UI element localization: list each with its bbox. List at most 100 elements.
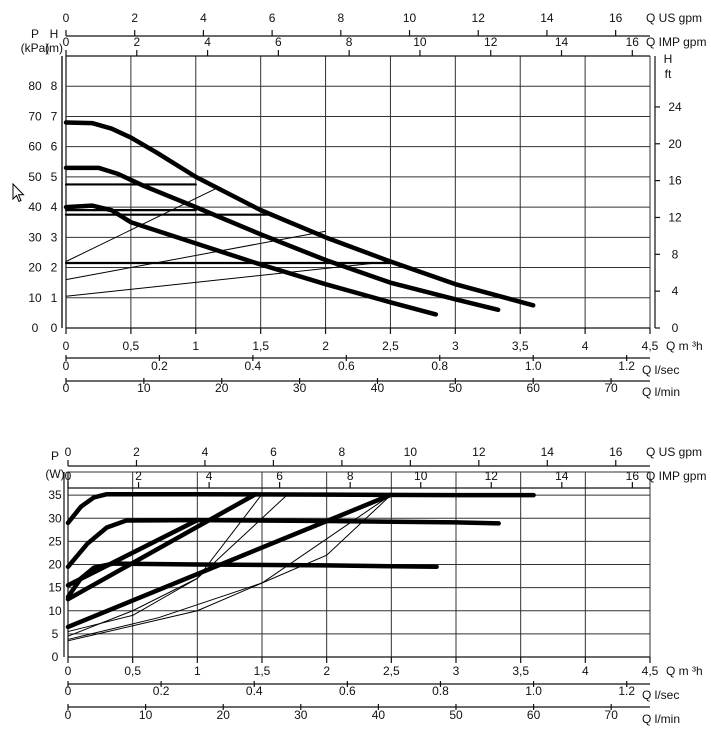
top-axis-tick-label: 14 [541,445,555,459]
bottom-axis-tick-label: 40 [372,708,386,722]
series-line-thick [65,517,200,588]
bottom-axis-tick-label: 50 [449,708,463,722]
left-axis-tick-label: 2 [51,261,58,275]
bottom-axis-tick-label: 2 [322,339,329,353]
top-axis-tick-label: 16 [626,35,640,49]
right-axis-tick-label: 24 [668,100,682,114]
top-axis-title: Q US gpm [646,445,702,459]
left-axis-tick-label: 3 [51,230,58,244]
left-axis-tick-label: 70 [28,109,42,123]
bottom-axis-tick-label: 4,5 [642,339,659,353]
top-axis-tick-label: 2 [135,469,142,483]
top-axis-tick-label: 2 [133,35,140,49]
bottom-axis-tick-label: 3 [453,664,460,678]
bottom-axis-tick-label: 0.6 [338,359,355,373]
top-axis-tick-label: 6 [276,469,283,483]
top-axis-tick-label: 0 [65,469,72,483]
series-line-thick [65,492,394,630]
left-axis-tick-label: 0 [32,321,39,335]
bottom-axis-tick-label: 70 [605,708,619,722]
right-axis-tick-label: 16 [668,174,682,188]
top-axis-tick-label: 0 [63,35,70,49]
bottom-axis-tick-label: 0.2 [151,359,168,373]
top-axis-tick-label: 4 [200,11,207,25]
top-axis-tick-label: 10 [403,11,417,25]
top-axis-tick-label: 2 [133,445,140,459]
bottom-axis-tick-label: 2,5 [383,664,400,678]
mouse-pointer-icon [12,182,26,208]
bottom-axis-tick-label: 2 [323,664,330,678]
left-axis-tick-label: 20 [28,261,42,275]
right-axis-tick-label: 4 [672,284,679,298]
top-axis-tick-label: 12 [472,445,486,459]
bottom-axis-tick-label: 1.0 [525,684,542,698]
bottom-axis-tick-label: 1.2 [618,359,635,373]
top-axis-tick-label: 8 [337,11,344,25]
bottom-axis-tick-label: 1.0 [525,359,542,373]
series-line-thin [65,261,391,297]
top-axis-tick-label: 8 [347,469,354,483]
top-axis-tick-label: 10 [404,445,418,459]
left-axis-tick-label: 8 [51,79,58,93]
top-axis-tick-label: 0 [65,445,72,459]
top-axis-tick-label: 4 [204,35,211,49]
left-axis-tick-label: 30 [48,511,62,525]
left-axis-tick-label: 30 [28,230,42,244]
left-axis-tick-label: 10 [28,291,42,305]
right-axis-tick-label: 20 [668,137,682,151]
bottom-axis-tick-label: 3,5 [512,664,529,678]
series-line-thick [65,517,501,570]
bottom-axis-tick-label: 0,5 [124,664,141,678]
series-line-thin [65,230,326,281]
top-axis-tick-label: 12 [472,11,486,25]
bottom-axis-tick-label: 30 [294,708,308,722]
left-axis-tick-label: 25 [48,534,62,548]
bottom-axis-tick-label: 10 [137,381,151,395]
series-line-thick [65,491,536,526]
top-axis-tick-label: 6 [269,11,276,25]
bottom-axis-tick-label: 40 [371,381,385,395]
bottom-axis-tick-label: 0.8 [431,359,448,373]
bottom-axis-tick-label: 3 [452,339,459,353]
left-axis-tick-label: 60 [28,140,42,154]
bottom-axis-title: Q m ³h [666,664,703,678]
bottom-axis-tick-label: 0,5 [123,339,140,353]
bottom-axis-tick-label: 2,5 [382,339,399,353]
top-axis-tick-label: 0 [63,11,70,25]
left-axis-tick-label: 5 [51,170,58,184]
left-axis-title: H [50,27,59,41]
left-axis-tick-label: 0 [52,650,59,664]
right-axis-tick-label: 12 [668,210,682,224]
bottom-axis-tick-label: 1.2 [618,684,635,698]
top-axis-tick-label: 4 [202,445,209,459]
bottom-axis-tick-label: 1,5 [252,339,269,353]
top-axis-tick-label: 10 [414,469,428,483]
left-axis-tick-label: 50 [28,170,42,184]
bottom-axis-tick-label: 1 [194,664,201,678]
top-axis-tick-label: 12 [484,35,498,49]
left-axis-tick-label: 10 [48,604,62,618]
top-axis-tick-label: 8 [339,445,346,459]
top-axis-title: Q US gpm [646,11,702,25]
left-axis-tick-label: 5 [52,627,59,641]
bottom-axis-tick-label: 1 [192,339,199,353]
bottom-axis-tick-label: 4 [582,339,589,353]
bottom-axis-tick-label: 50 [449,381,463,395]
right-axis-tick-label: 0 [672,321,679,335]
top-axis-tick-label: 16 [609,11,623,25]
bottom-axis-tick-label: 0.4 [246,684,263,698]
top-axis-tick-label: 10 [413,35,427,49]
top-axis-tick-label: 14 [555,469,569,483]
bottom-axis-tick-label: 0 [63,381,70,395]
bottom-axis-tick-label: 0 [63,359,70,373]
left-axis-tick-label: 1 [51,291,58,305]
left-axis-title: P [31,27,39,41]
bottom-axis-title: Q l/sec [642,688,679,702]
bottom-axis-tick-label: 0.8 [432,684,449,698]
bottom-axis-tick-label: 3,5 [512,339,529,353]
top-axis-tick-label: 16 [626,469,640,483]
top-axis-tick-label: 6 [270,445,277,459]
bottom-axis-tick-label: 0.2 [153,684,170,698]
bottom-axis-title: Q l/min [642,385,680,399]
